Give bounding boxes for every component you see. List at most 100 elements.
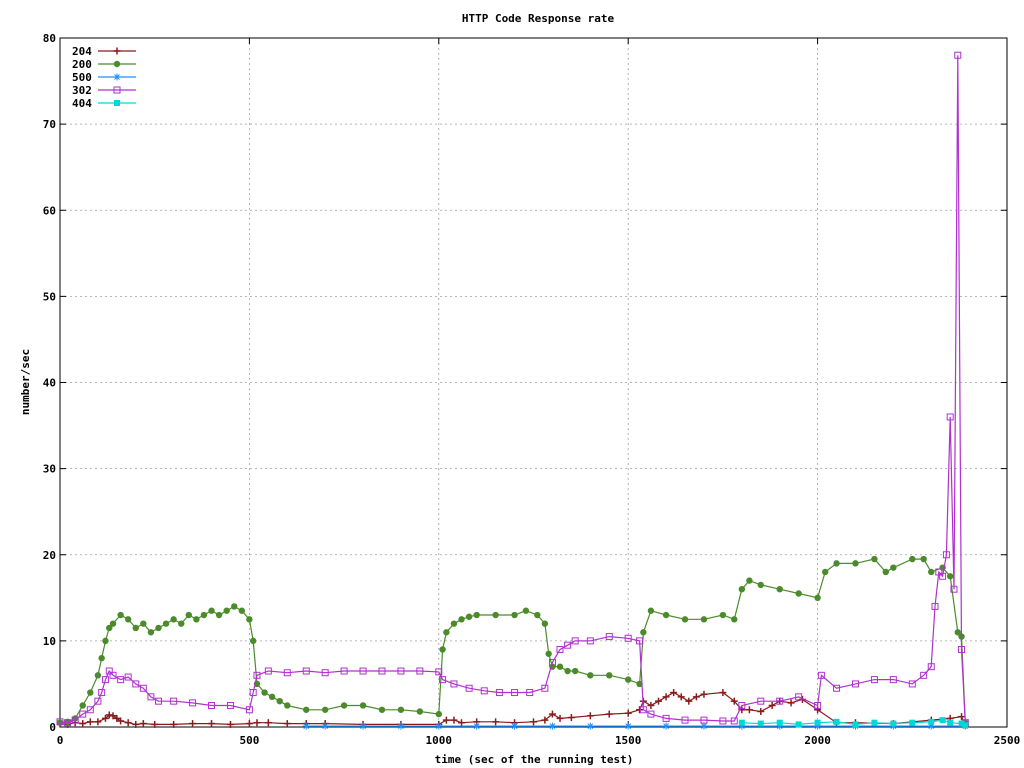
data-point xyxy=(564,641,572,649)
data-point xyxy=(450,680,458,688)
data-point xyxy=(473,722,481,730)
data-point xyxy=(677,693,685,701)
data-point xyxy=(378,667,386,675)
data-point xyxy=(321,706,329,713)
data-point xyxy=(302,667,310,675)
data-point xyxy=(700,716,708,724)
y-tick-label: 60 xyxy=(43,204,56,217)
data-point xyxy=(935,568,943,576)
data-point xyxy=(94,718,102,726)
data-point xyxy=(189,699,197,707)
data-point xyxy=(662,722,670,730)
data-point xyxy=(113,86,121,94)
data-point xyxy=(556,663,564,670)
data-point xyxy=(495,689,503,697)
data-point xyxy=(450,716,458,724)
data-point xyxy=(731,616,738,623)
data-point xyxy=(458,616,465,623)
data-point xyxy=(359,702,367,709)
data-point xyxy=(639,706,647,714)
data-point xyxy=(185,611,192,619)
x-tick-label: 0 xyxy=(57,734,64,747)
series-layer xyxy=(56,51,969,730)
data-point xyxy=(283,720,291,728)
x-tick-label: 1500 xyxy=(615,734,642,747)
data-point xyxy=(556,714,564,722)
data-point xyxy=(303,706,310,713)
data-point xyxy=(101,676,109,684)
data-point xyxy=(245,706,253,714)
data-point xyxy=(958,720,965,727)
data-point xyxy=(670,689,678,697)
data-point xyxy=(833,684,841,692)
legend-label: 500 xyxy=(72,71,92,84)
data-point xyxy=(450,620,458,627)
data-point xyxy=(109,671,117,679)
data-point xyxy=(606,672,613,679)
data-point xyxy=(757,720,764,727)
data-point xyxy=(283,669,291,677)
data-point xyxy=(545,650,552,657)
data-point xyxy=(397,722,405,730)
data-point xyxy=(105,711,113,719)
data-point xyxy=(647,701,655,709)
x-tick-label: 2000 xyxy=(804,734,831,747)
data-point xyxy=(851,680,859,688)
data-point xyxy=(662,611,670,619)
data-point xyxy=(624,722,632,730)
data-point xyxy=(587,672,594,679)
x-axis-label: time (sec of the running test) xyxy=(435,753,634,766)
data-point xyxy=(624,709,632,717)
data-point xyxy=(556,645,564,653)
data-point xyxy=(795,693,803,701)
data-point xyxy=(226,720,234,728)
data-point xyxy=(284,702,291,709)
data-point xyxy=(605,710,613,718)
data-point xyxy=(117,611,124,619)
data-point xyxy=(954,629,961,636)
data-point xyxy=(113,714,121,722)
data-point xyxy=(435,722,443,730)
x-tick-label: 500 xyxy=(239,734,259,747)
data-point xyxy=(908,680,916,688)
y-tick-label: 10 xyxy=(43,635,56,648)
data-point xyxy=(124,616,132,623)
y-axis-label: number/sec xyxy=(19,349,32,415)
data-point xyxy=(681,616,689,623)
data-point xyxy=(927,663,935,671)
data-point xyxy=(106,624,113,632)
data-point xyxy=(208,607,215,614)
data-point xyxy=(397,667,405,675)
y-tick-label: 20 xyxy=(43,549,56,562)
data-point xyxy=(132,720,140,728)
legend-label: 200 xyxy=(72,58,92,71)
data-point xyxy=(776,586,783,593)
data-point xyxy=(511,689,519,697)
data-point xyxy=(787,699,795,707)
data-point xyxy=(647,710,655,718)
data-point xyxy=(276,697,283,705)
data-point xyxy=(208,720,216,728)
data-point xyxy=(79,720,87,728)
y-tick-label: 0 xyxy=(49,721,56,734)
legend-label: 404 xyxy=(72,97,92,110)
data-point xyxy=(98,689,106,697)
data-point xyxy=(962,722,969,729)
data-point xyxy=(268,693,276,701)
data-point xyxy=(909,719,916,726)
data-point xyxy=(151,720,159,728)
data-point xyxy=(571,637,579,645)
data-point xyxy=(178,620,185,627)
data-point xyxy=(889,676,897,684)
data-point xyxy=(958,645,966,653)
data-point xyxy=(931,602,939,610)
data-point xyxy=(548,658,556,666)
series-line xyxy=(59,55,966,724)
x-tick-label: 2500 xyxy=(994,734,1021,747)
data-point xyxy=(147,693,155,701)
data-point xyxy=(564,667,571,675)
data-point xyxy=(238,607,246,614)
data-point xyxy=(154,697,162,705)
data-point xyxy=(795,721,802,728)
